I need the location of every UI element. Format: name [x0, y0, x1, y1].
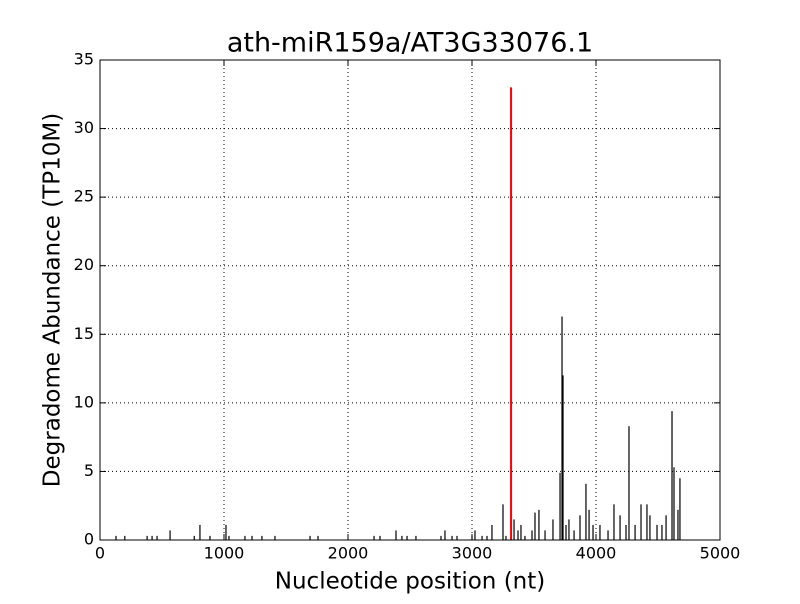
plot-frame	[99, 59, 721, 541]
y-tick-label: 30	[74, 118, 94, 137]
y-tick-label: 10	[74, 392, 94, 411]
x-tick-label: 4000	[576, 544, 617, 563]
y-tick-label: 5	[84, 461, 94, 480]
x-tick-label: 2000	[328, 544, 369, 563]
x-tick-label: 3000	[452, 544, 493, 563]
y-tick-label: 15	[74, 324, 94, 343]
x-tick-label: 0	[95, 544, 105, 563]
x-axis-label: Nucleotide position (nt)	[275, 569, 545, 595]
y-axis-label: Degradome Abundance (TP10M)	[40, 113, 66, 487]
y-tick-label: 25	[74, 187, 94, 206]
y-tick-label: 0	[84, 530, 94, 549]
x-tick-label: 5000	[700, 544, 741, 563]
x-tick-label: 1000	[204, 544, 245, 563]
chart-title: ath-miR159a/AT3G33076.1	[227, 28, 593, 59]
y-tick-label: 35	[74, 50, 94, 69]
y-tick-label: 20	[74, 255, 94, 274]
